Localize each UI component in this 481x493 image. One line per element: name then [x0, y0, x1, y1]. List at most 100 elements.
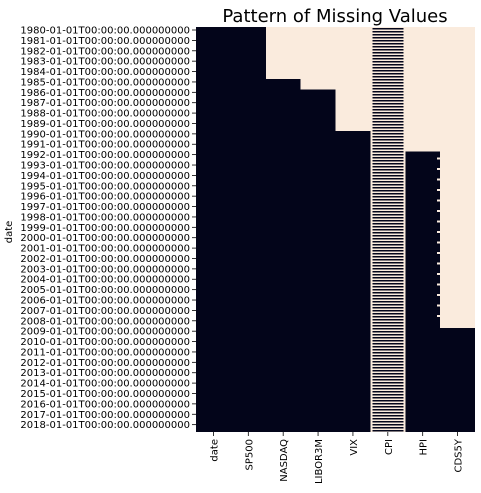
- cpi-present-stripe: [372, 256, 404, 258]
- column-missing-libor3m: [300, 27, 336, 90]
- hpi-missing-gap: [437, 304, 441, 307]
- x-tick-labels: date SP500 NASDAQ LIBOR3M VIX CPI HPI CDS5Y: [209, 432, 465, 484]
- cpi-present-stripe: [372, 103, 404, 105]
- hpi-missing-gap: [437, 178, 441, 181]
- cpi-present-stripe: [372, 163, 404, 165]
- cpi-present-stripe: [372, 403, 404, 405]
- hpi-missing-gap: [437, 262, 441, 265]
- y-tick-label: 1986-01-01T00:00:00.000000000: [20, 88, 190, 99]
- cpi-present-stripe: [372, 307, 404, 309]
- cpi-present-stripe: [372, 382, 404, 384]
- cpi-present-stripe: [372, 88, 404, 90]
- cpi-present-stripe: [372, 160, 404, 162]
- cpi-present-stripe: [372, 214, 404, 216]
- cpi-present-stripe: [372, 169, 404, 171]
- hpi-missing-gap: [437, 199, 441, 202]
- y-tick-label: 1995-01-01T00:00:00.000000000: [20, 181, 190, 192]
- hpi-missing-gap: [437, 315, 441, 318]
- y-tick-label: 1982-01-01T00:00:00.000000000: [20, 46, 190, 57]
- y-tick-label: 2018-01-01T00:00:00.000000000: [20, 420, 190, 431]
- y-tick-label: 2015-01-01T00:00:00.000000000: [20, 389, 190, 400]
- cpi-present-stripe: [372, 70, 404, 72]
- x-tick-label-libor3m: LIBOR3M: [314, 439, 325, 484]
- cpi-present-stripe: [372, 55, 404, 57]
- cpi-present-stripe: [372, 61, 404, 63]
- y-tick-label: 1989-01-01T00:00:00.000000000: [20, 119, 190, 130]
- cpi-present-stripe: [372, 106, 404, 108]
- cpi-present-stripe: [372, 349, 404, 351]
- cpi-present-stripe: [372, 271, 404, 273]
- chart-title: Pattern of Missing Values: [222, 6, 447, 27]
- cpi-present-stripe: [372, 187, 404, 189]
- cpi-present-stripe: [372, 148, 404, 150]
- cpi-present-stripe: [372, 298, 404, 300]
- cpi-present-stripe: [372, 334, 404, 336]
- y-tick-label: 1985-01-01T00:00:00.000000000: [20, 77, 190, 88]
- y-tick-label: 2009-01-01T00:00:00.000000000: [20, 327, 190, 338]
- cpi-present-stripe: [372, 283, 404, 285]
- y-tick-label: 2011-01-01T00:00:00.000000000: [20, 347, 190, 358]
- cpi-present-stripe: [372, 397, 404, 399]
- cpi-present-stripe: [372, 220, 404, 222]
- cpi-present-stripe: [372, 241, 404, 243]
- cpi-present-stripe: [372, 49, 404, 51]
- cpi-present-stripe: [372, 121, 404, 123]
- cpi-present-stripe: [372, 286, 404, 288]
- cpi-present-stripe: [372, 301, 404, 303]
- y-tick-label: 2012-01-01T00:00:00.000000000: [20, 358, 190, 369]
- y-tick-label: 1996-01-01T00:00:00.000000000: [20, 192, 190, 203]
- y-tick-label: 2017-01-01T00:00:00.000000000: [20, 410, 190, 421]
- cpi-present-stripe: [372, 394, 404, 396]
- cpi-present-stripe: [372, 109, 404, 111]
- cpi-present-stripe: [372, 31, 404, 33]
- cpi-present-stripe: [372, 340, 404, 342]
- y-tick-label: 1997-01-01T00:00:00.000000000: [20, 202, 190, 213]
- y-tick-labels: 1980-01-01T00:00:00.0000000001981-01-01T…: [20, 26, 196, 431]
- hpi-missing-gap: [437, 189, 441, 192]
- cpi-present-stripe: [372, 346, 404, 348]
- cpi-present-stripe: [372, 259, 404, 261]
- cpi-present-stripe: [372, 322, 404, 324]
- x-tick-label-nasdaq: NASDAQ: [279, 439, 290, 482]
- cpi-present-stripe: [372, 142, 404, 144]
- x-tick-label-hpi: HPI: [419, 439, 430, 456]
- cpi-present-stripe: [372, 274, 404, 276]
- y-tick-label: 1999-01-01T00:00:00.000000000: [20, 223, 190, 234]
- cpi-present-stripe: [372, 385, 404, 387]
- cpi-present-stripe: [372, 28, 404, 30]
- cpi-present-stripe: [372, 229, 404, 231]
- cpi-present-stripe: [372, 364, 404, 366]
- y-tick-label: 1987-01-01T00:00:00.000000000: [20, 98, 190, 109]
- y-tick-label: 2003-01-01T00:00:00.000000000: [20, 264, 190, 275]
- cpi-present-stripe: [372, 280, 404, 282]
- cpi-present-stripe: [372, 337, 404, 339]
- cpi-present-stripe: [372, 388, 404, 390]
- cpi-present-stripe: [372, 199, 404, 201]
- cpi-present-stripe: [372, 112, 404, 114]
- cpi-present-stripe: [372, 289, 404, 291]
- cpi-present-stripe: [372, 211, 404, 213]
- x-tick-label-vix: VIX: [349, 439, 360, 456]
- cpi-present-stripe: [372, 244, 404, 246]
- cpi-present-stripe: [372, 139, 404, 141]
- y-tick-label: 2016-01-01T00:00:00.000000000: [20, 399, 190, 410]
- cpi-present-stripe: [372, 193, 404, 195]
- y-tick-label: 2008-01-01T00:00:00.000000000: [20, 316, 190, 327]
- cpi-present-stripe: [372, 277, 404, 279]
- cpi-present-stripe: [372, 115, 404, 117]
- cpi-present-stripe: [372, 118, 404, 120]
- cpi-present-stripe: [372, 127, 404, 129]
- cpi-present-stripe: [372, 379, 404, 381]
- cpi-present-stripe: [372, 124, 404, 126]
- column-missing-nasdaq: [265, 27, 301, 79]
- x-tick-label-cds5y: CDS5Y: [454, 438, 465, 472]
- column-missing-vix: [335, 27, 371, 131]
- cpi-present-stripe: [372, 409, 404, 411]
- hpi-missing-gap: [437, 210, 441, 213]
- cpi-present-stripe: [372, 355, 404, 357]
- cpi-present-stripe: [372, 46, 404, 48]
- cpi-present-stripe: [372, 268, 404, 270]
- cpi-present-stripe: [372, 145, 404, 147]
- column-missing-cds5y: [440, 27, 475, 329]
- cpi-present-stripe: [372, 406, 404, 408]
